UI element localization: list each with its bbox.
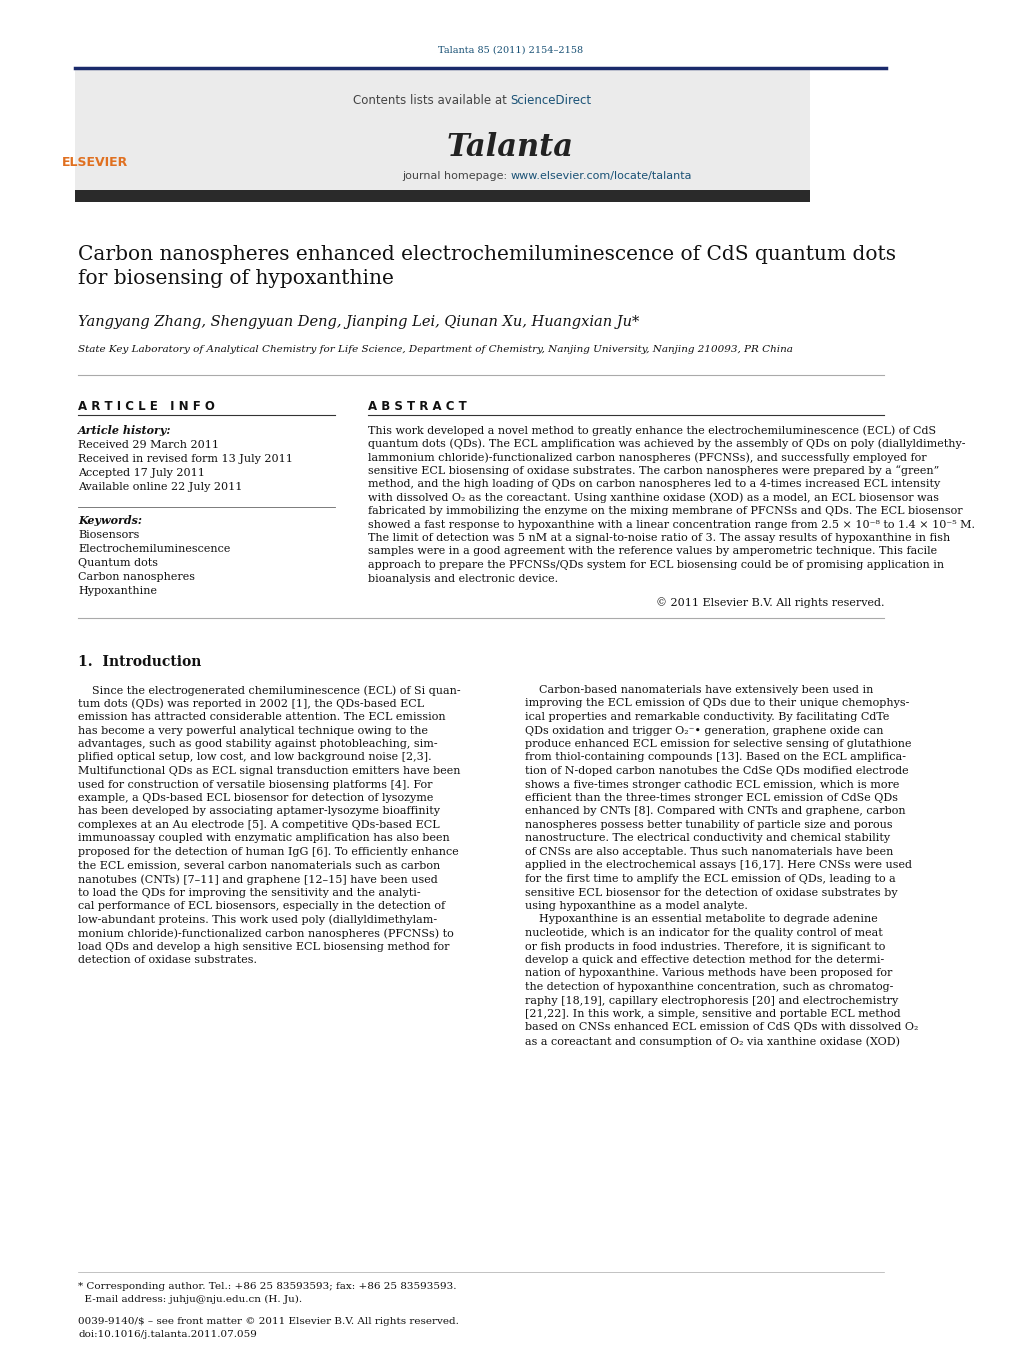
Text: Article history:: Article history: [78,426,172,436]
Text: Hypoxanthine: Hypoxanthine [78,586,157,596]
Text: method, and the high loading of QDs on carbon nanospheres led to a 4-times incre: method, and the high loading of QDs on c… [368,480,940,489]
Text: sensitive ECL biosensor for the detection of oxidase substrates by: sensitive ECL biosensor for the detectio… [525,888,897,897]
Text: applied in the electrochemical assays [16,17]. Here CNSs were used: applied in the electrochemical assays [1… [525,861,912,870]
Text: low-abundant proteins. This work used poly (diallyldimethylam-: low-abundant proteins. This work used po… [78,915,437,925]
Text: enhanced by CNTs [8]. Compared with CNTs and graphene, carbon: enhanced by CNTs [8]. Compared with CNTs… [525,807,906,816]
Text: Quantum dots: Quantum dots [78,558,158,567]
Text: Carbon nanospheres enhanced electrochemiluminescence of CdS quantum dots
for bio: Carbon nanospheres enhanced electrochemi… [78,245,896,288]
Text: fabricated by immobilizing the enzyme on the mixing membrane of PFCNSs and QDs. : fabricated by immobilizing the enzyme on… [368,507,963,516]
Text: The limit of detection was 5 nM at a signal-to-noise ratio of 3. The assay resul: The limit of detection was 5 nM at a sig… [368,534,951,543]
Text: Electrochemiluminescence: Electrochemiluminescence [78,544,231,554]
Text: © 2011 Elsevier B.V. All rights reserved.: © 2011 Elsevier B.V. All rights reserved… [655,597,884,608]
Text: the detection of hypoxanthine concentration, such as chromatog-: the detection of hypoxanthine concentrat… [525,982,893,992]
Text: from thiol-containing compounds [13]. Based on the ECL amplifica-: from thiol-containing compounds [13]. Ba… [525,753,906,762]
Text: nanospheres possess better tunability of particle size and porous: nanospheres possess better tunability of… [525,820,892,830]
Text: Keywords:: Keywords: [78,515,142,526]
Text: ScienceDirect: ScienceDirect [510,93,591,107]
Text: Available online 22 July 2011: Available online 22 July 2011 [78,482,242,492]
Text: 0039-9140/$ – see front matter © 2011 Elsevier B.V. All rights reserved.: 0039-9140/$ – see front matter © 2011 El… [78,1317,458,1325]
Text: * Corresponding author. Tel.: +86 25 83593593; fax: +86 25 83593593.: * Corresponding author. Tel.: +86 25 835… [78,1282,456,1292]
Text: Contents lists available at: Contents lists available at [353,93,510,107]
Text: efficient than the three-times stronger ECL emission of CdSe QDs: efficient than the three-times stronger … [525,793,898,802]
Text: ical properties and remarkable conductivity. By facilitating CdTe: ical properties and remarkable conductiv… [525,712,889,721]
Text: doi:10.1016/j.talanta.2011.07.059: doi:10.1016/j.talanta.2011.07.059 [78,1329,257,1339]
Text: using hypoxanthine as a model analyte.: using hypoxanthine as a model analyte. [525,901,747,911]
Text: used for construction of versatile biosensing platforms [4]. For: used for construction of versatile biose… [78,780,433,789]
Text: plified optical setup, low cost, and low background noise [2,3].: plified optical setup, low cost, and low… [78,753,432,762]
Text: advantages, such as good stability against photobleaching, sim-: advantages, such as good stability again… [78,739,438,748]
Text: Since the electrogenerated chemiluminescence (ECL) of Si quan-: Since the electrogenerated chemiluminesc… [78,685,460,696]
Text: complexes at an Au electrode [5]. A competitive QDs-based ECL: complexes at an Au electrode [5]. A comp… [78,820,440,830]
Text: for the first time to amplify the ECL emission of QDs, leading to a: for the first time to amplify the ECL em… [525,874,895,884]
FancyBboxPatch shape [75,190,810,203]
Text: improving the ECL emission of QDs due to their unique chemophys-: improving the ECL emission of QDs due to… [525,698,910,708]
Text: proposed for the detection of human IgG [6]. To efficiently enhance: proposed for the detection of human IgG … [78,847,458,857]
Text: Multifunctional QDs as ECL signal transduction emitters have been: Multifunctional QDs as ECL signal transd… [78,766,460,775]
Text: nation of hypoxanthine. Various methods have been proposed for: nation of hypoxanthine. Various methods … [525,969,892,978]
Text: tion of N-doped carbon nanotubes the CdSe QDs modified electrode: tion of N-doped carbon nanotubes the CdS… [525,766,909,775]
Text: journal homepage:: journal homepage: [402,172,510,181]
Text: of CNSs are also acceptable. Thus such nanomaterials have been: of CNSs are also acceptable. Thus such n… [525,847,893,857]
Text: nucleotide, which is an indicator for the quality control of meat: nucleotide, which is an indicator for th… [525,928,883,938]
Text: Received in revised form 13 July 2011: Received in revised form 13 July 2011 [78,454,293,463]
Text: This work developed a novel method to greatly enhance the electrochemiluminescen: This work developed a novel method to gr… [368,426,936,435]
Text: lammonium chloride)-functionalized carbon nanospheres (PFCNSs), and successfully: lammonium chloride)-functionalized carbo… [368,453,927,462]
Text: bioanalysis and electronic device.: bioanalysis and electronic device. [368,574,558,584]
Text: approach to prepare the PFCNSs/QDs system for ECL biosensing could be of promisi: approach to prepare the PFCNSs/QDs syste… [368,561,944,570]
Text: immunoassay coupled with enzymatic amplification has also been: immunoassay coupled with enzymatic ampli… [78,834,449,843]
Text: Received 29 March 2011: Received 29 March 2011 [78,440,218,450]
Text: E-mail address: juhju@nju.edu.cn (H. Ju).: E-mail address: juhju@nju.edu.cn (H. Ju)… [78,1296,302,1304]
Text: Hypoxanthine is an essential metabolite to degrade adenine: Hypoxanthine is an essential metabolite … [525,915,878,924]
Text: to load the QDs for improving the sensitivity and the analyti-: to load the QDs for improving the sensit… [78,888,421,897]
Text: A R T I C L E   I N F O: A R T I C L E I N F O [78,400,214,413]
Text: Carbon nanospheres: Carbon nanospheres [78,571,195,582]
Text: the ECL emission, several carbon nanomaterials such as carbon: the ECL emission, several carbon nanomat… [78,861,440,870]
Text: showed a fast response to hypoxanthine with a linear concentration range from 2.: showed a fast response to hypoxanthine w… [368,520,975,530]
Text: emission has attracted considerable attention. The ECL emission: emission has attracted considerable atte… [78,712,445,721]
Text: cal performance of ECL biosensors, especially in the detection of: cal performance of ECL biosensors, espec… [78,901,445,911]
Text: A B S T R A C T: A B S T R A C T [368,400,467,413]
Text: monium chloride)-functionalized carbon nanospheres (PFCNSs) to: monium chloride)-functionalized carbon n… [78,928,453,939]
Text: or fish products in food industries. Therefore, it is significant to: or fish products in food industries. The… [525,942,885,951]
Text: Talanta: Talanta [447,132,574,163]
Text: load QDs and develop a high sensitive ECL biosensing method for: load QDs and develop a high sensitive EC… [78,942,449,951]
Text: ELSEVIER: ELSEVIER [62,155,128,169]
Text: has become a very powerful analytical technique owing to the: has become a very powerful analytical te… [78,725,428,735]
Text: QDs oxidation and trigger O₂⁻• generation, graphene oxide can: QDs oxidation and trigger O₂⁻• generatio… [525,725,883,735]
Text: Talanta 85 (2011) 2154–2158: Talanta 85 (2011) 2154–2158 [438,46,583,54]
Text: www.elsevier.com/locate/talanta: www.elsevier.com/locate/talanta [510,172,692,181]
Text: develop a quick and effective detection method for the determi-: develop a quick and effective detection … [525,955,884,965]
Text: Accepted 17 July 2011: Accepted 17 July 2011 [78,467,205,478]
Text: Carbon-based nanomaterials have extensively been used in: Carbon-based nanomaterials have extensiv… [525,685,873,694]
Text: nanostructure. The electrical conductivity and chemical stability: nanostructure. The electrical conductivi… [525,834,890,843]
Text: sensitive ECL biosensing of oxidase substrates. The carbon nanospheres were prep: sensitive ECL biosensing of oxidase subs… [368,466,939,477]
Text: shows a five-times stronger cathodic ECL emission, which is more: shows a five-times stronger cathodic ECL… [525,780,900,789]
Text: State Key Laboratory of Analytical Chemistry for Life Science, Department of Che: State Key Laboratory of Analytical Chemi… [78,345,793,354]
Text: samples were in a good agreement with the reference values by amperometric techn: samples were in a good agreement with th… [368,547,937,557]
Text: with dissolved O₂ as the coreactant. Using xanthine oxidase (XOD) as a model, an: with dissolved O₂ as the coreactant. Usi… [368,493,939,503]
Text: 1.  Introduction: 1. Introduction [78,655,201,669]
Text: as a coreactant and consumption of O₂ via xanthine oxidase (XOD): as a coreactant and consumption of O₂ vi… [525,1036,900,1047]
Text: based on CNSs enhanced ECL emission of CdS QDs with dissolved O₂: based on CNSs enhanced ECL emission of C… [525,1023,918,1032]
Text: Yangyang Zhang, Shengyuan Deng, Jianping Lei, Qiunan Xu, Huangxian Ju*: Yangyang Zhang, Shengyuan Deng, Jianping… [78,315,639,330]
Text: nanotubes (CNTs) [7–11] and graphene [12–15] have been used: nanotubes (CNTs) [7–11] and graphene [12… [78,874,438,885]
Text: has been developed by associating aptamer-lysozyme bioaffinity: has been developed by associating aptame… [78,807,440,816]
FancyBboxPatch shape [75,68,810,190]
Text: produce enhanced ECL emission for selective sensing of glutathione: produce enhanced ECL emission for select… [525,739,912,748]
Text: detection of oxidase substrates.: detection of oxidase substrates. [78,955,257,965]
Text: Biosensors: Biosensors [78,530,140,540]
Text: [21,22]. In this work, a simple, sensitive and portable ECL method: [21,22]. In this work, a simple, sensiti… [525,1009,901,1019]
Text: raphy [18,19], capillary electrophoresis [20] and electrochemistry: raphy [18,19], capillary electrophoresis… [525,996,898,1005]
Text: quantum dots (QDs). The ECL amplification was achieved by the assembly of QDs on: quantum dots (QDs). The ECL amplificatio… [368,439,966,449]
Text: tum dots (QDs) was reported in 2002 [1], the QDs-based ECL: tum dots (QDs) was reported in 2002 [1],… [78,698,424,709]
Text: example, a QDs-based ECL biosensor for detection of lysozyme: example, a QDs-based ECL biosensor for d… [78,793,433,802]
